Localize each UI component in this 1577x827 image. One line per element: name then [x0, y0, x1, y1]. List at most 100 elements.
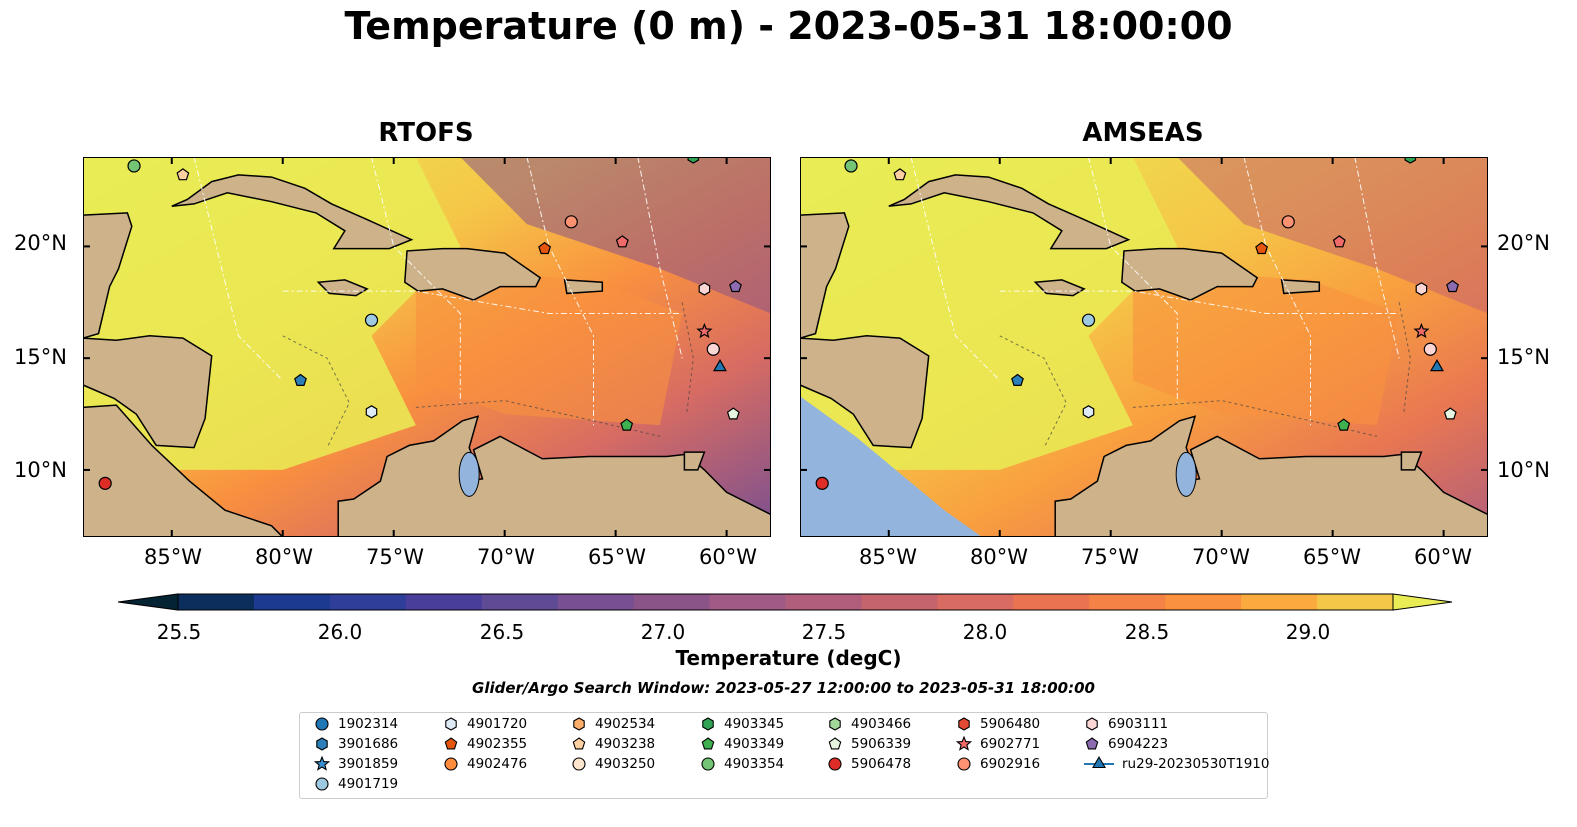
land-puerto-rico	[1280, 279, 1321, 295]
legend-item: 4903345	[700, 716, 784, 732]
legend-marker-circle	[315, 717, 329, 731]
map-amseas[interactable]	[800, 157, 1488, 537]
obs-marker-pentagon	[729, 279, 742, 293]
obs-marker-pentagon	[726, 407, 740, 420]
colorbar-bin	[1317, 594, 1394, 610]
land-cuba	[888, 174, 1131, 250]
lat-label: 10°N	[1497, 458, 1550, 482]
atlantic-cooler-region	[460, 157, 771, 314]
lake-maracaibo	[1175, 451, 1197, 497]
pacific-mask	[800, 396, 982, 537]
lon-label: 85°W	[859, 545, 917, 569]
eez-boundary	[910, 157, 1001, 381]
obs-marker-hexagon	[698, 282, 711, 296]
colorbar-outline	[177, 593, 1394, 611]
lat-label: 20°N	[1497, 231, 1550, 255]
legend-item: 5906480	[956, 716, 1040, 732]
legend-label: 6904223	[1108, 736, 1169, 752]
lon-label: 65°W	[588, 545, 646, 569]
colorbar-bin	[1165, 594, 1242, 610]
land-trinidad	[1400, 451, 1423, 471]
lon-label: 70°W	[477, 545, 535, 569]
colorbar-extend-low	[118, 593, 179, 611]
legend-item: ru29-20230530T1910	[1084, 756, 1269, 772]
legend-marker-star	[314, 756, 330, 771]
legend-item: 4903349	[700, 736, 784, 752]
legend-label: 5906339	[851, 736, 912, 752]
legend-label: 4902355	[467, 736, 528, 752]
obs-marker-pentagon	[1332, 235, 1346, 248]
legend-marker-hexagon	[445, 717, 457, 731]
panel-title-amseas: AMSEAS	[1082, 118, 1204, 148]
search-window-text: Glider/Argo Search Window: 2023-05-27 12…	[472, 679, 1095, 697]
colorbar-bin	[709, 594, 786, 610]
obs-marker-pentagon	[615, 235, 629, 248]
colorbar-extend-high	[1392, 593, 1453, 611]
colorbar-tick: 27.0	[640, 620, 686, 644]
obs-marker-hexagon	[1404, 157, 1417, 164]
colorbar-bin	[481, 594, 559, 610]
legend-marker-triangle-line	[1084, 756, 1114, 769]
obs-marker-pentagon	[1443, 407, 1457, 420]
colorbar	[118, 593, 1453, 611]
legend-label: 4901720	[467, 716, 528, 732]
legend-marker-circle	[701, 757, 715, 771]
map-rtofs[interactable]	[83, 157, 771, 537]
legend-marker-hexagon	[1086, 717, 1098, 731]
obs-marker-pentagon	[1337, 418, 1351, 431]
land-pacific-coast	[83, 404, 284, 537]
legend-item: 4902355	[443, 736, 527, 752]
obs-marker-circle	[98, 476, 112, 490]
eez-boundary	[282, 290, 683, 314]
colorbar-bin	[1241, 594, 1318, 610]
land-hispaniola	[1121, 247, 1259, 301]
legend-label: 4902476	[467, 756, 528, 772]
colorbar-tick: 26.5	[479, 620, 525, 644]
legend-label: 4903345	[724, 716, 785, 732]
eez-boundary	[193, 157, 284, 381]
legend-box: 1902314 3901686 3901859 4901719 4901720 49023…	[299, 712, 1269, 799]
obs-marker-circle	[127, 159, 141, 173]
obs-marker-pentagon	[294, 373, 307, 386]
legend-label: 4903466	[851, 716, 912, 732]
legend-label: 6902771	[980, 736, 1041, 752]
obs-marker-pentagon	[1011, 373, 1024, 386]
colorbar-tick: 26.0	[317, 620, 363, 644]
land-yucatan	[800, 212, 850, 339]
legend-item: 3901859	[314, 756, 398, 772]
land-south-america	[337, 415, 771, 537]
colorbar-bin	[329, 594, 407, 610]
legend-label: 6902916	[980, 756, 1041, 772]
legend-item: 4903238	[571, 736, 655, 752]
lat-label: 15°N	[14, 345, 67, 369]
obs-marker-hexagon	[1082, 405, 1095, 419]
central-caribbean-region	[415, 268, 683, 426]
legend-item: 4903466	[827, 716, 911, 732]
obs-marker-circle	[364, 313, 379, 327]
legend-marker-circle	[572, 757, 586, 771]
legend-item: 6902771	[956, 736, 1040, 752]
obs-marker-circle	[815, 476, 829, 490]
legend-label: 5906478	[851, 756, 912, 772]
bathymetry-contour	[415, 400, 661, 437]
legend-label: 3901859	[338, 756, 399, 772]
lon-label: 70°W	[1192, 545, 1250, 569]
atlantic-cooler-region	[1177, 157, 1488, 314]
eez-boundary	[371, 157, 461, 403]
obs-marker-hexagon	[687, 157, 700, 164]
lake-maracaibo	[458, 451, 480, 497]
legend-marker-hexagon	[702, 717, 714, 731]
colorbar-bin	[557, 594, 635, 610]
lat-label: 15°N	[1497, 345, 1550, 369]
colorbar-bin	[178, 594, 255, 610]
eez-boundary	[999, 290, 1400, 314]
colorbar-label: Temperature (degC)	[675, 646, 902, 670]
colorbar-bin	[785, 594, 862, 610]
obs-marker-pentagon	[176, 168, 190, 181]
obs-marker-star	[1413, 322, 1430, 339]
obs-marker-hexagon	[1415, 282, 1428, 296]
legend-item: 6904223	[1084, 736, 1168, 752]
obs-marker-triangle	[1429, 358, 1444, 372]
legend-label: 3901686	[338, 736, 399, 752]
legend-label: 6903111	[1108, 716, 1169, 732]
